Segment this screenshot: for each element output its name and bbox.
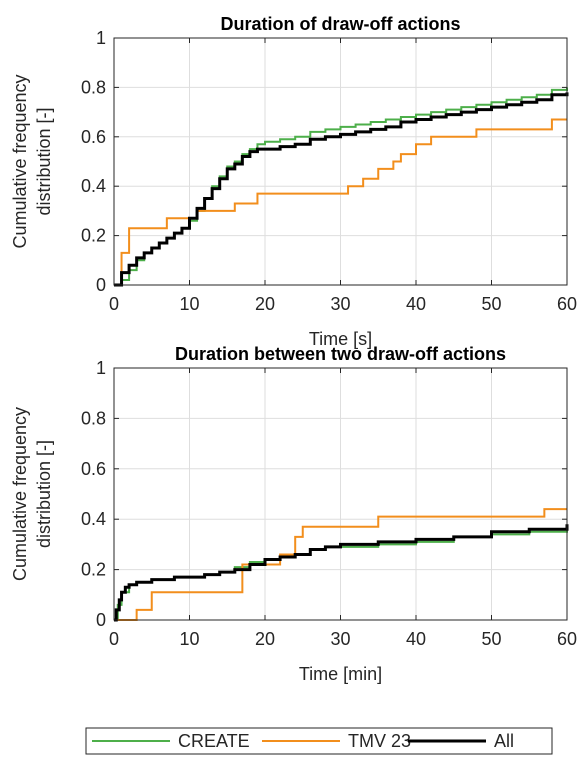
y-axis-label-line: distribution [-]: [34, 107, 54, 215]
chart-title: Duration between two draw-off actions: [175, 344, 506, 364]
y-tick-label: 0.8: [81, 77, 106, 97]
y-tick-label: 0.2: [81, 560, 106, 580]
y-axis-label: Cumulative frequency distribution [-]: [10, 74, 54, 248]
y-tick-label: 0.6: [81, 459, 106, 479]
x-tick-label: 60: [557, 629, 577, 649]
x-tick-label: 30: [330, 294, 350, 314]
y-tick-label: 0.8: [81, 408, 106, 428]
legend-label: All: [494, 731, 514, 751]
x-axis-label: Time [min]: [299, 664, 382, 684]
legend-label: TMV 23: [348, 731, 411, 751]
chart-2: 0 10 20 30 40 50 60 0 0.2 0.4 0.6 0.8 1 Duration betw…: [10, 344, 577, 684]
chart-1: 0 10 20 30 40 50 60 0 0.2 0.4 0.6 0.8 1 Duration of d…: [10, 14, 577, 349]
y-tick-label: 1: [96, 28, 106, 48]
y-axis-label-line: distribution [-]: [34, 440, 54, 548]
y-tick-label: 0.4: [81, 509, 106, 529]
x-tick-label: 40: [406, 294, 426, 314]
x-tick-label: 0: [109, 629, 119, 649]
x-tick-label: 10: [179, 294, 199, 314]
y-tick-label: 1: [96, 358, 106, 378]
x-tick-label: 50: [481, 294, 501, 314]
series-line-all: [114, 92, 569, 287]
legend-label: CREATE: [178, 731, 250, 751]
chart-title: Duration of draw-off actions: [221, 14, 461, 34]
y-axis-label-line: Cumulative frequency: [10, 74, 30, 248]
y-tick-label: 0.6: [81, 127, 106, 147]
y-axis-label-line: Cumulative frequency: [10, 407, 30, 581]
x-tick-label: 0: [109, 294, 119, 314]
legend: CREATE TMV 23 All: [85, 727, 553, 755]
x-tick-label: 40: [406, 629, 426, 649]
y-tick-label: 0.2: [81, 226, 106, 246]
y-tick-label: 0.4: [81, 176, 106, 196]
series-line-tmv-23: [114, 118, 567, 286]
x-tick-label: 30: [330, 629, 350, 649]
x-tick-label: 60: [557, 294, 577, 314]
y-tick-label: 0: [96, 275, 106, 295]
x-tick-label: 20: [255, 629, 275, 649]
x-tick-label: 50: [481, 629, 501, 649]
x-axis-label: Time [s]: [309, 329, 372, 349]
series-line-all: [114, 524, 569, 622]
y-tick-label: 0: [96, 610, 106, 630]
x-tick-label: 20: [255, 294, 275, 314]
y-axis-label: Cumulative frequency distribution [-]: [10, 407, 54, 581]
x-tick-label: 10: [179, 629, 199, 649]
